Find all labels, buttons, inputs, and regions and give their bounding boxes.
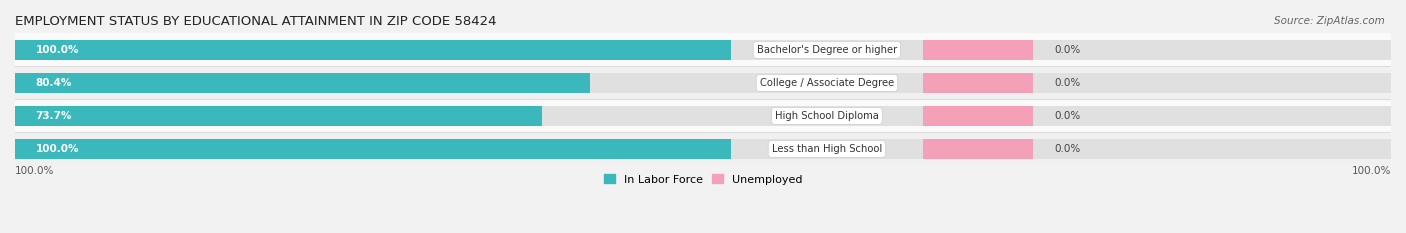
Text: 100.0%: 100.0% [15, 166, 55, 176]
Bar [15, 99, 1391, 132]
Bar [15, 73, 1391, 93]
Bar [15, 132, 1391, 165]
Bar [15, 33, 1391, 66]
Bar [15, 40, 1391, 60]
Bar [924, 106, 1033, 126]
Bar [15, 106, 1391, 126]
Text: Bachelor's Degree or higher: Bachelor's Degree or higher [756, 45, 897, 55]
Text: College / Associate Degree: College / Associate Degree [759, 78, 894, 88]
Bar [15, 139, 1391, 159]
Text: EMPLOYMENT STATUS BY EDUCATIONAL ATTAINMENT IN ZIP CODE 58424: EMPLOYMENT STATUS BY EDUCATIONAL ATTAINM… [15, 15, 496, 28]
Bar [924, 40, 1033, 60]
Text: 0.0%: 0.0% [1054, 78, 1080, 88]
Text: 80.4%: 80.4% [35, 78, 72, 88]
Bar [15, 40, 731, 60]
Text: 0.0%: 0.0% [1054, 144, 1080, 154]
Text: 100.0%: 100.0% [1351, 166, 1391, 176]
Bar [15, 106, 543, 126]
Text: 73.7%: 73.7% [35, 111, 72, 121]
Legend: In Labor Force, Unemployed: In Labor Force, Unemployed [599, 170, 807, 189]
Bar [15, 73, 591, 93]
Text: 0.0%: 0.0% [1054, 45, 1080, 55]
Bar [15, 139, 731, 159]
Text: High School Diploma: High School Diploma [775, 111, 879, 121]
Bar [924, 139, 1033, 159]
Text: Source: ZipAtlas.com: Source: ZipAtlas.com [1274, 16, 1385, 26]
Text: 100.0%: 100.0% [35, 45, 79, 55]
Text: Less than High School: Less than High School [772, 144, 882, 154]
Text: 100.0%: 100.0% [35, 144, 79, 154]
Bar [924, 73, 1033, 93]
Text: 0.0%: 0.0% [1054, 111, 1080, 121]
Bar [15, 66, 1391, 99]
